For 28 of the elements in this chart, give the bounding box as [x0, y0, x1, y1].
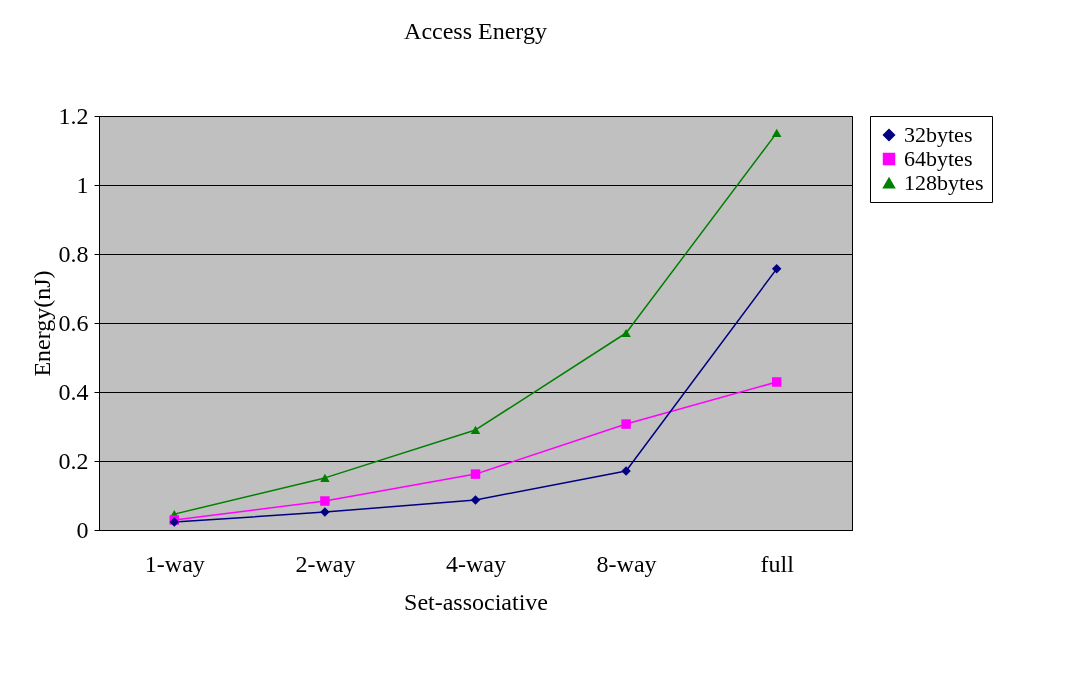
point	[771, 377, 782, 387]
point	[470, 495, 481, 505]
x-tick-label: 2-way	[295, 550, 356, 577]
point	[771, 128, 782, 138]
point	[470, 469, 481, 479]
x-tick-label: 8-way	[596, 550, 657, 577]
y-tick-label: 0.2	[58, 447, 89, 474]
y-tick-label: 1	[76, 171, 89, 198]
legend-label: 32bytes	[904, 122, 973, 147]
point	[621, 328, 631, 338]
legend-label: 128bytes	[904, 170, 984, 195]
y-tick-label: 1.2	[58, 102, 89, 129]
point	[320, 496, 330, 506]
point	[621, 419, 631, 429]
point	[771, 264, 782, 274]
point	[470, 425, 481, 435]
point	[320, 473, 330, 483]
chart-title: Access Energy	[404, 18, 547, 44]
y-axis-title: Energy(nJ)	[28, 270, 55, 377]
y-tick-label: 0	[76, 516, 89, 543]
x-tick-label: 1-way	[144, 550, 205, 577]
x-tick-label: full	[760, 550, 795, 577]
legend-label: 64bytes	[904, 146, 973, 171]
x-tick-label: 4-way	[446, 550, 506, 577]
x-axis-title: Set-associative	[404, 588, 548, 615]
y-tick-label: 0.8	[58, 240, 89, 267]
y-tick-label: 0.6	[58, 309, 89, 336]
y-tick-label: 0.4	[58, 378, 89, 405]
